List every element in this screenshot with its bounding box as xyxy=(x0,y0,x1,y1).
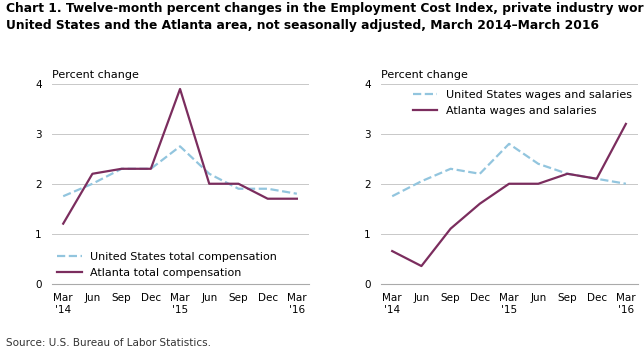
United States wages and salaries xyxy=(535,162,542,166)
United States wages and salaries xyxy=(505,142,513,146)
United States wages and salaries xyxy=(476,172,484,176)
Text: Chart 1. Twelve-month percent changes in the Employment Cost Index, private indu: Chart 1. Twelve-month percent changes in… xyxy=(6,2,644,32)
United States wages and salaries xyxy=(622,182,630,186)
Atlanta wages and salaries xyxy=(505,182,513,186)
Line: Atlanta wages and salaries: Atlanta wages and salaries xyxy=(392,124,626,266)
Atlanta total compensation xyxy=(205,182,213,186)
Atlanta total compensation xyxy=(264,197,272,201)
Legend: United States wages and salaries, Atlanta wages and salaries: United States wages and salaries, Atlant… xyxy=(413,90,632,116)
Text: Percent change: Percent change xyxy=(381,70,468,80)
Atlanta wages and salaries xyxy=(564,172,571,176)
United States total compensation xyxy=(205,172,213,176)
United States total compensation xyxy=(118,167,126,171)
Atlanta wages and salaries xyxy=(388,249,396,253)
Atlanta total compensation xyxy=(147,167,155,171)
United States total compensation xyxy=(59,194,67,198)
Line: Atlanta total compensation: Atlanta total compensation xyxy=(63,89,297,224)
Atlanta wages and salaries xyxy=(447,226,455,231)
Atlanta wages and salaries xyxy=(593,177,601,181)
Atlanta wages and salaries xyxy=(535,182,542,186)
Atlanta total compensation xyxy=(59,222,67,226)
Text: Source: U.S. Bureau of Labor Statistics.: Source: U.S. Bureau of Labor Statistics. xyxy=(6,338,211,348)
United States total compensation xyxy=(234,187,242,191)
Atlanta total compensation xyxy=(118,167,126,171)
Legend: United States total compensation, Atlanta total compensation: United States total compensation, Atlant… xyxy=(57,252,278,278)
United States wages and salaries xyxy=(564,172,571,176)
United States wages and salaries xyxy=(593,177,601,181)
Atlanta wages and salaries xyxy=(476,202,484,206)
Atlanta wages and salaries xyxy=(417,264,425,268)
United States wages and salaries xyxy=(417,179,425,183)
Atlanta total compensation xyxy=(176,87,184,91)
Line: United States wages and salaries: United States wages and salaries xyxy=(392,144,626,196)
Atlanta total compensation xyxy=(234,182,242,186)
Atlanta total compensation xyxy=(88,172,96,176)
Atlanta total compensation xyxy=(293,197,301,201)
United States total compensation xyxy=(147,167,155,171)
Text: Percent change: Percent change xyxy=(52,70,138,80)
Atlanta wages and salaries xyxy=(622,122,630,126)
United States total compensation xyxy=(264,187,272,191)
United States wages and salaries xyxy=(388,194,396,198)
United States total compensation xyxy=(293,192,301,196)
United States total compensation xyxy=(88,182,96,186)
United States wages and salaries xyxy=(447,167,455,171)
Line: United States total compensation: United States total compensation xyxy=(63,146,297,196)
United States total compensation xyxy=(176,144,184,148)
